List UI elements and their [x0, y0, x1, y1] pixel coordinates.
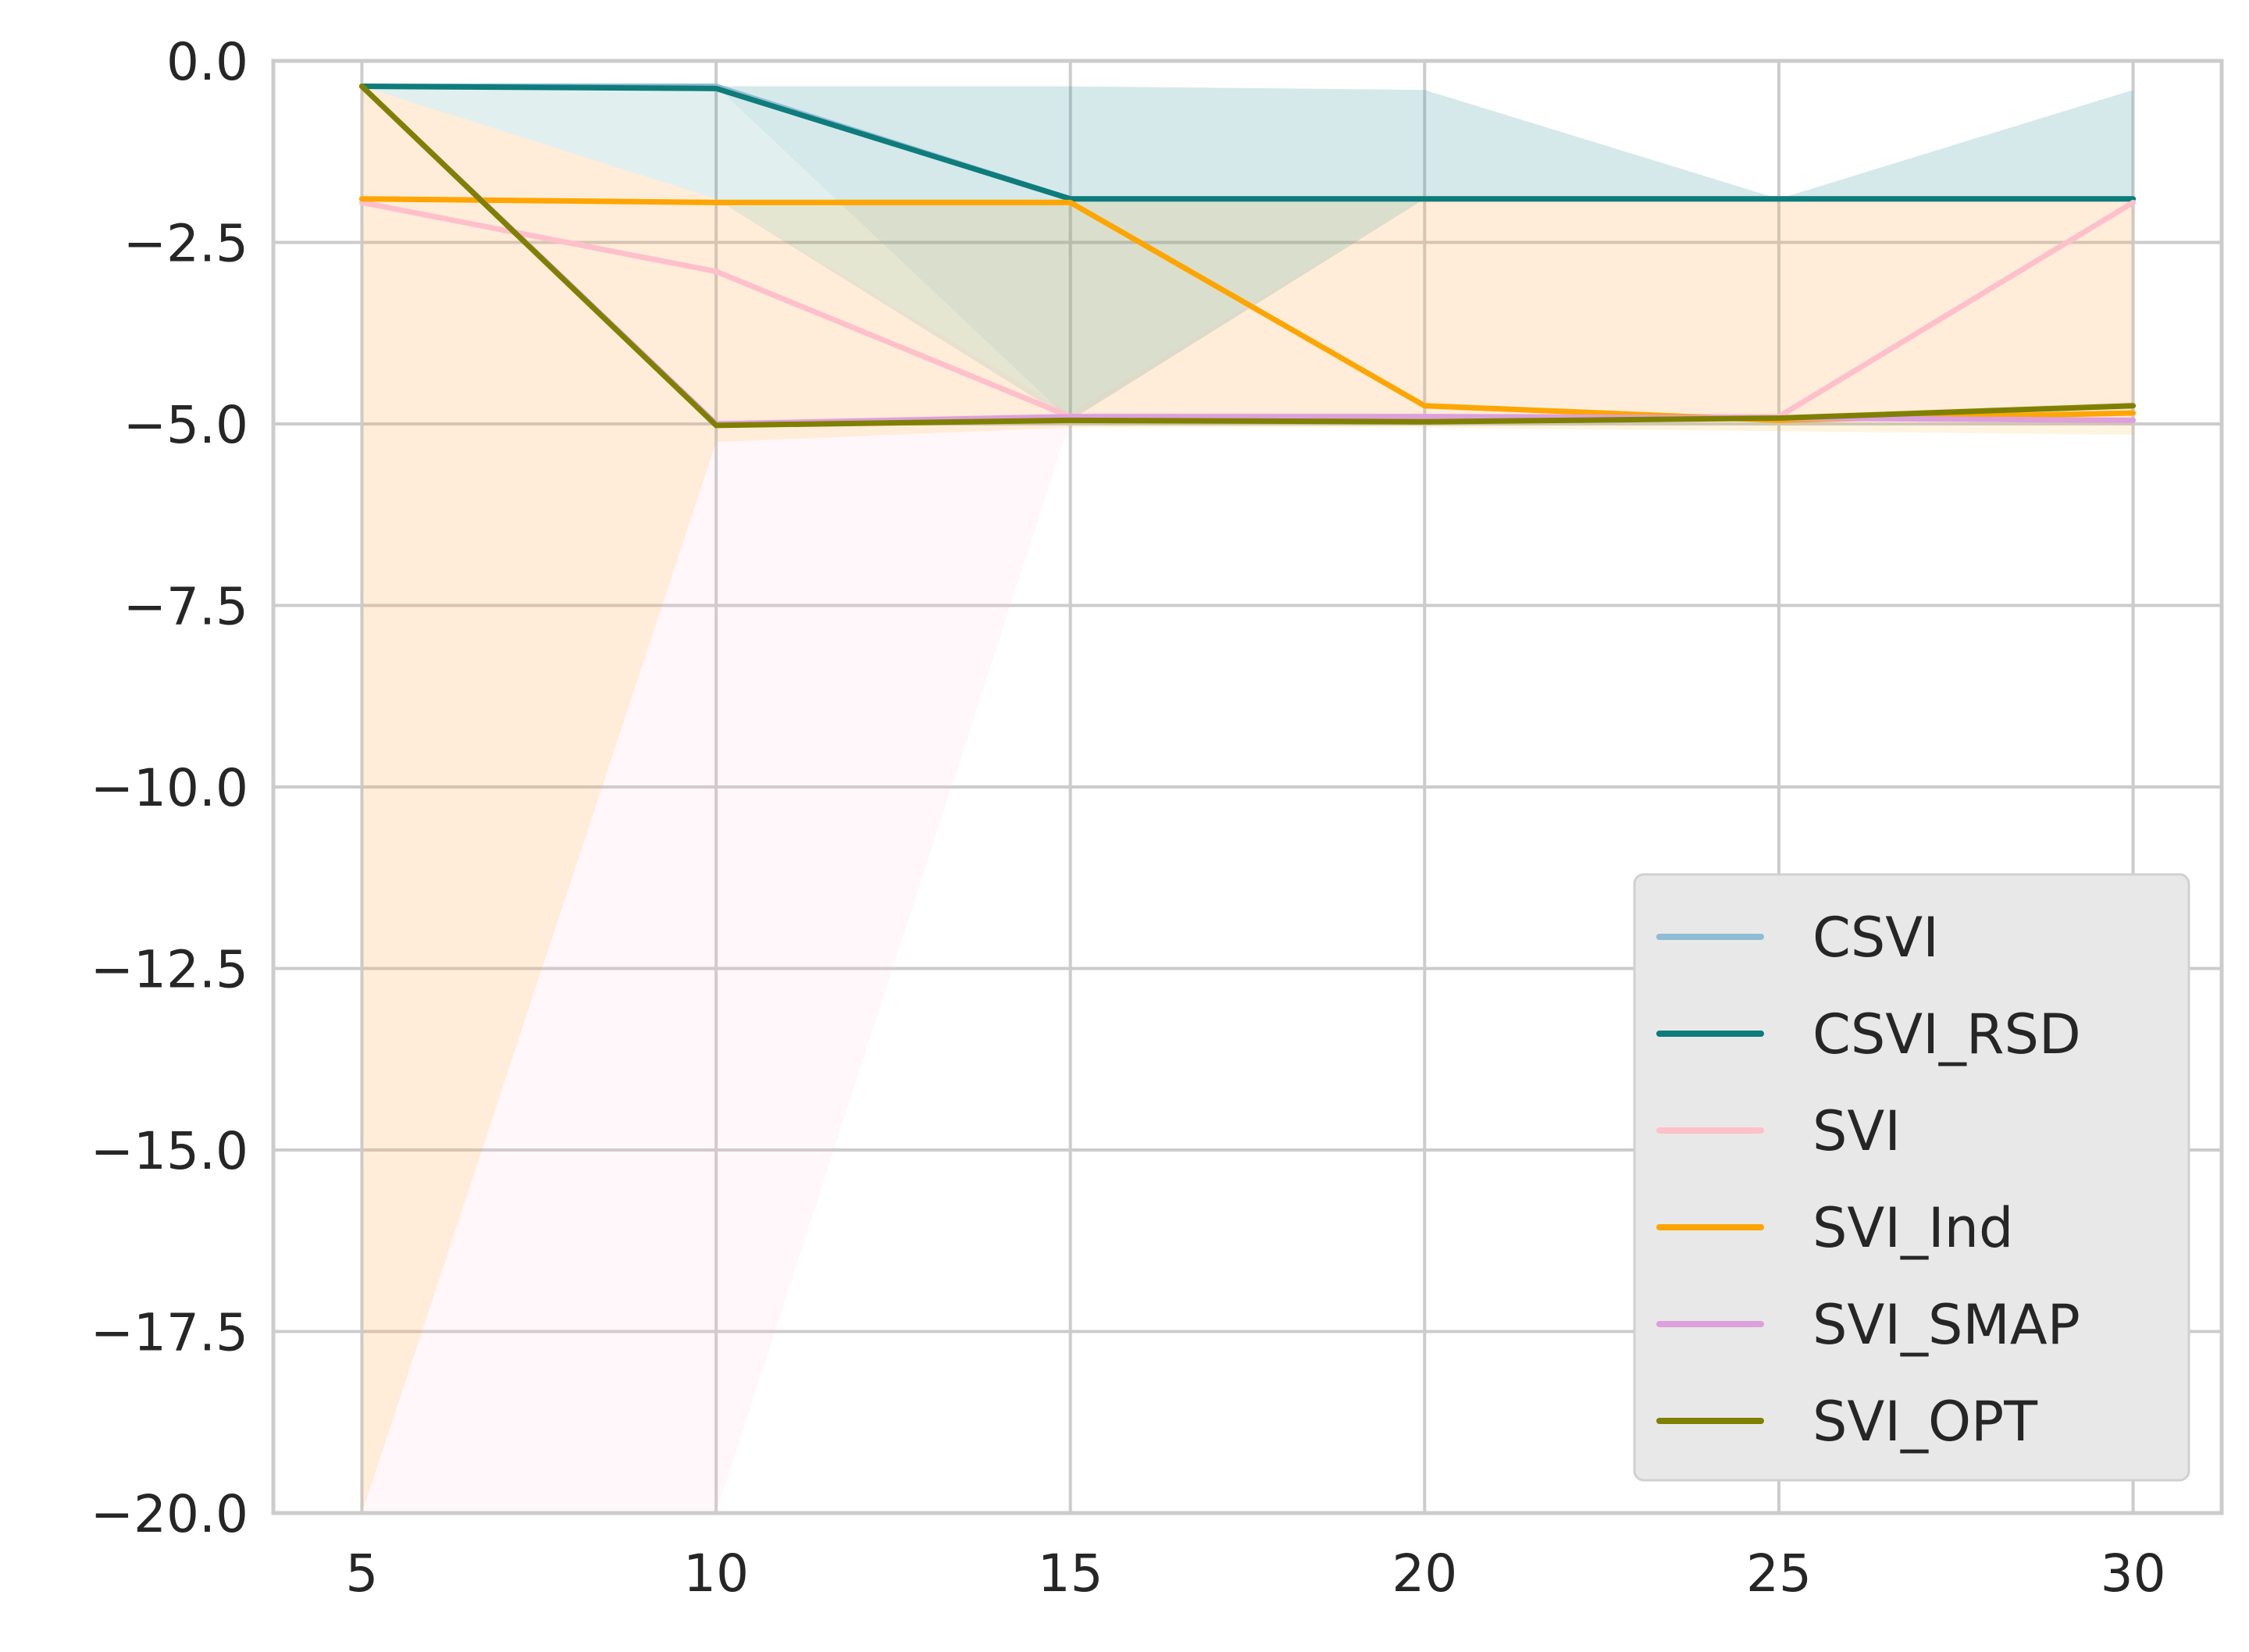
- point-svi-opt-0: [359, 84, 365, 89]
- point-csvi-rsd-4: [1776, 196, 1781, 201]
- band-csvi: [362, 86, 2133, 421]
- y-tick-label: −20.0: [91, 1484, 248, 1544]
- legend-label: SVI_SMAP: [1812, 1293, 2080, 1357]
- point-svi-ind-1: [714, 200, 719, 205]
- y-tick-label: −2.5: [123, 214, 248, 274]
- y-tick-label: −10.0: [91, 758, 248, 818]
- point-svi-smap-3: [1422, 414, 1427, 419]
- legend-label: CSVI: [1812, 906, 1939, 970]
- plot-frame: [271, 59, 2224, 1515]
- point-csvi-rsd-3: [1422, 196, 1427, 201]
- point-svi-ind-5: [2130, 411, 2136, 416]
- point-svi-5: [2130, 200, 2136, 205]
- y-tick-label: −17.5: [91, 1303, 248, 1363]
- y-tick-label: −15.0: [91, 1121, 248, 1181]
- x-tick-label: 30: [2101, 1543, 2166, 1604]
- band-svi-ind: [362, 86, 2133, 1513]
- band-svi: [362, 86, 2133, 1513]
- tick-labels: 5 10 15 20 25 30 0.0 −2.5 −5.0 −7.5 −10.0 −12.5 −15.…: [91, 32, 2166, 1604]
- legend-label: CSVI_RSD: [1812, 1002, 2081, 1066]
- y-tick-label: −5.0: [123, 395, 248, 455]
- series-line-svi-opt: [358, 84, 2137, 429]
- confidence-bands: [362, 86, 2133, 1513]
- y-tick-label: −12.5: [91, 940, 248, 1000]
- legend-label: SVI_Ind: [1812, 1196, 2013, 1260]
- point-svi-ind-2: [1067, 200, 1073, 205]
- y-tick-label: −7.5: [123, 577, 248, 637]
- point-svi-opt-3: [1422, 419, 1427, 425]
- point-svi-opt-2: [1067, 418, 1073, 423]
- point-svi-opt-4: [1776, 415, 1781, 421]
- point-svi-ind-0: [359, 196, 365, 201]
- band-csvi-rsd: [362, 86, 2133, 421]
- point-svi-ind-3: [1422, 403, 1427, 408]
- x-tick-label: 15: [1038, 1543, 1103, 1604]
- legend-box: [1633, 873, 2190, 1482]
- x-tick-label: 20: [1392, 1543, 1457, 1604]
- legend-label: SVI_OPT: [1812, 1390, 2037, 1454]
- point-csvi-rsd-1: [714, 86, 719, 91]
- series-lines: [358, 84, 2137, 429]
- x-tick-label: 5: [345, 1543, 378, 1604]
- point-svi-smap-5: [2130, 418, 2136, 423]
- legend: CSVI CSVI_RSD SVI SVI_Ind SVI_SMAP SVI_OPT: [1633, 873, 2190, 1482]
- point-svi-opt-5: [2130, 403, 2136, 408]
- series-line-csvi-rsd: [358, 84, 2137, 202]
- legend-label: SVI: [1812, 1099, 1901, 1163]
- x-tick-label: 10: [683, 1543, 749, 1604]
- x-tick-label: 25: [1746, 1543, 1812, 1604]
- point-svi-1: [714, 269, 719, 274]
- point-svi-opt-1: [714, 422, 719, 428]
- y-tick-label: 0.0: [166, 32, 248, 92]
